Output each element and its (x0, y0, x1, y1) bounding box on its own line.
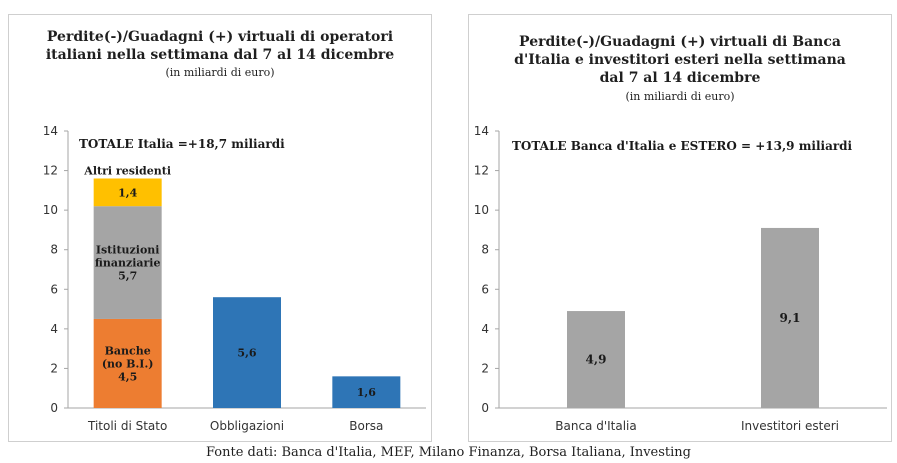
chart-title-line-1: Perdite(-)/Guadagni (+) virtuali di oper… (46, 29, 394, 45)
y-tick-label: 4 (50, 322, 58, 336)
y-tick-label: 8 (50, 243, 58, 257)
x-tick-label: Investitori esteri (741, 419, 839, 433)
bar-segment (213, 297, 281, 408)
x-tick-label: Titoli di Stato (87, 419, 167, 433)
y-tick-label: 12 (43, 164, 58, 178)
y-tick-label: 2 (481, 361, 489, 375)
y-tick-label: 4 (481, 322, 489, 336)
chart-panel-left: Perdite(-)/Guadagni (+) virtuali di oper… (8, 14, 432, 442)
bar-chart-left: 0 2 4 6 8 10 12 14 Titoli di Stato Obbligazioni Bo… (43, 124, 426, 433)
y-tick-label: 14 (474, 124, 489, 138)
data-label: (no B.I.) (102, 357, 154, 370)
bar-segment (332, 376, 401, 408)
data-label: 4,9 (586, 353, 607, 367)
y-tick-label: 6 (50, 282, 58, 296)
y-tick-label: 6 (481, 282, 489, 296)
bar (761, 227, 819, 408)
x-tick-label: Banca d'Italia (555, 419, 637, 433)
bar (567, 311, 625, 408)
source-note: Fonte dati: Banca d'Italia, MEF, Milano … (205, 445, 691, 460)
chart-title-line-2: d'Italia e investitori esteri nella sett… (514, 52, 846, 68)
y-tick-label: 2 (50, 361, 58, 375)
y-tick-label: 12 (474, 164, 489, 178)
data-label: 4,5 (118, 370, 137, 383)
data-label: Banche (105, 344, 151, 357)
chart-panel-right: Perdite(-)/Guadagni (+) virtuali di Banc… (468, 14, 892, 442)
bar-chart-right: 0 2 4 6 8 10 12 14 Banca d'Italia Investitori est… (474, 124, 887, 433)
data-label: 5,7 (118, 270, 137, 283)
x-tick-label: Obbligazioni (210, 419, 284, 433)
y-tick-label: 10 (474, 203, 489, 217)
chart-title-line-2: italiani nella settimana dal 7 al 14 dic… (45, 47, 395, 63)
chart-title-line-3: dal 7 al 14 dicembre (599, 70, 761, 86)
y-tick-label: 14 (43, 124, 58, 138)
data-label: 1,6 (357, 386, 376, 399)
chart-subtitle: (in miliardi di euro) (165, 66, 275, 79)
x-tick-label: Borsa (349, 419, 383, 433)
total-annotation: TOTALE Italia =+18,7 miliardi (79, 137, 285, 151)
data-label: 1,4 (118, 186, 137, 199)
y-tick-label: 0 (50, 401, 58, 415)
bar-segment (93, 318, 162, 408)
chart-title-line-1: Perdite(-)/Guadagni (+) virtuali di Banc… (519, 34, 841, 50)
data-label: 9,1 (780, 311, 801, 325)
segment-outside-label: Altri residenti (83, 164, 171, 177)
chart-subtitle: (in miliardi di euro) (625, 90, 735, 103)
bar-segment (93, 206, 162, 319)
data-label: Istituzioni (96, 244, 160, 257)
bar-segment (93, 178, 162, 207)
data-label: 5,6 (237, 347, 256, 360)
total-annotation: TOTALE Banca d'Italia e ESTERO = +13,9 m… (512, 139, 853, 153)
y-tick-label: 10 (43, 203, 58, 217)
data-label: finanziarie (95, 257, 161, 270)
y-tick-label: 0 (481, 401, 489, 415)
y-tick-label: 8 (481, 243, 489, 257)
